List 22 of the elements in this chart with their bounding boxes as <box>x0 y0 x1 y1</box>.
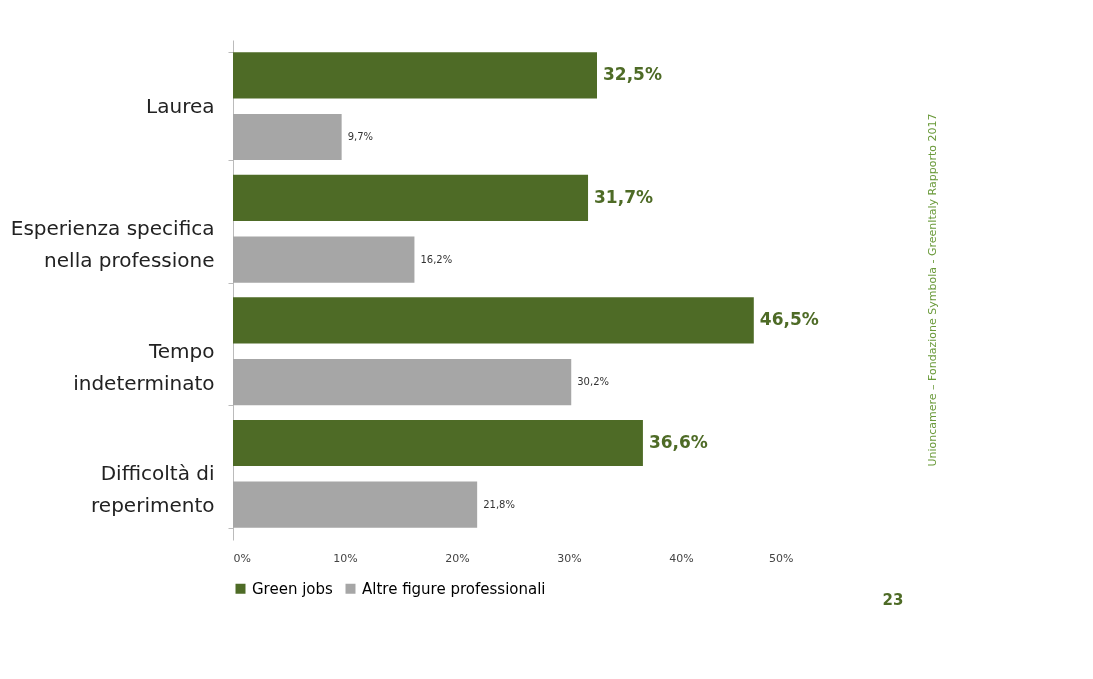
x-tick-label: 50% <box>769 551 794 565</box>
data-label: 21,8% <box>483 498 515 510</box>
y-tick-label: Difficoltà di reperimento <box>91 461 215 518</box>
x-tick-label: 20% <box>445 551 470 565</box>
y-tick-label: Tempo indeterminato <box>73 338 215 395</box>
x-tick-label: 40% <box>669 551 694 565</box>
x-tick-label: 10% <box>333 551 358 565</box>
y-tick-label: Laurea <box>146 93 215 118</box>
data-label: 46,5% <box>759 309 819 330</box>
data-label: 32,5% <box>603 64 662 85</box>
data-label: 36,6% <box>648 432 708 453</box>
legend-label: Green jobs <box>252 579 334 598</box>
text: Unioncamere – Fondazione Symbola - GreenItaly Rapporto 2017 <box>926 113 939 467</box>
y-tick-label: Esperienza specifica nella professione <box>10 216 215 273</box>
data-label: 30,2% <box>577 376 610 388</box>
text: 23 <box>882 591 904 609</box>
data-label: 9,7% <box>347 130 374 142</box>
data-label: 16,2% <box>420 253 453 265</box>
data-label: 31,7% <box>594 186 654 207</box>
legend-label: Altre figure professionali <box>362 579 546 598</box>
x-tick-label: 0% <box>233 551 251 565</box>
x-tick-label: 30% <box>557 551 582 565</box>
